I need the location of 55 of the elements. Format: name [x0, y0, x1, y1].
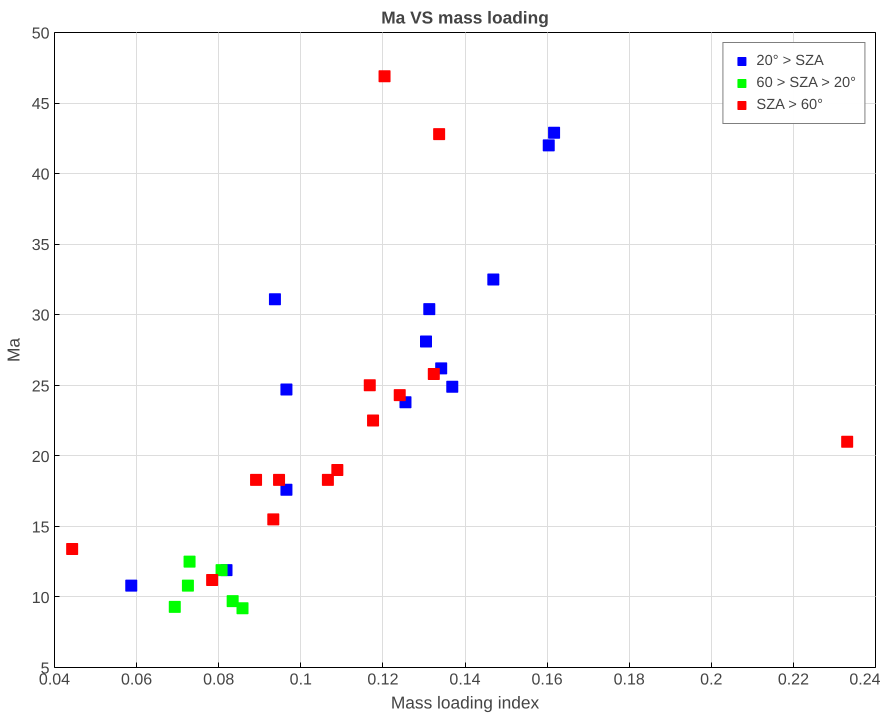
point	[487, 273, 500, 286]
point	[268, 293, 281, 306]
y-tick-label: 45	[32, 96, 50, 114]
x-tick-label: 0.1	[290, 672, 312, 688]
point	[267, 513, 280, 526]
y-axis-title: Ma	[4, 338, 24, 362]
point	[182, 580, 194, 592]
point	[542, 139, 555, 152]
point	[428, 368, 440, 380]
point	[184, 556, 196, 568]
x-tick-label: 0.06	[121, 672, 152, 688]
x-tick-label: 0.22	[778, 672, 810, 688]
point	[420, 336, 432, 348]
x-tick-label: 0.18	[614, 672, 645, 688]
y-tick-label: 40	[32, 166, 50, 184]
point	[433, 128, 446, 140]
point	[423, 303, 436, 316]
point	[216, 564, 228, 576]
point	[206, 574, 218, 586]
point	[394, 389, 406, 402]
x-tick-label: 0.08	[203, 672, 234, 688]
point	[273, 474, 286, 486]
point	[66, 542, 78, 555]
point	[331, 464, 344, 476]
point	[168, 600, 181, 613]
legend-label: SZA > 60°	[756, 97, 823, 113]
point	[364, 379, 376, 392]
y-tick-label: 50	[32, 26, 50, 42]
point	[280, 384, 292, 396]
x-tick-label: 0.24	[849, 672, 881, 688]
point	[280, 484, 292, 496]
y-tick-label: 15	[32, 519, 50, 536]
point	[367, 414, 380, 427]
y-tick-label: 10	[32, 590, 50, 607]
y-tick-label: 25	[32, 378, 50, 396]
chart-title: Ma VS mass loading	[381, 8, 549, 28]
y-tick-label: 20	[32, 448, 50, 466]
x-tick-label: 0.12	[367, 672, 399, 688]
point	[236, 602, 249, 614]
point	[125, 580, 138, 592]
y-tick-label: 35	[32, 237, 50, 254]
point	[841, 436, 854, 448]
legend-label: 20° > SZA	[756, 53, 824, 69]
x-tick-label: 0.2	[700, 672, 723, 688]
point	[322, 474, 334, 486]
point	[226, 595, 239, 608]
point	[378, 70, 391, 82]
x-tick-label: 0.14	[449, 672, 481, 688]
point	[250, 474, 262, 486]
point	[446, 380, 458, 393]
x-tick-label: 0.16	[532, 672, 563, 688]
x-axis-title: Mass loading index	[390, 692, 540, 712]
legend-label: 60 > SZA > 20°	[756, 75, 856, 91]
y-tick-label: 30	[32, 308, 50, 325]
point	[548, 126, 560, 139]
